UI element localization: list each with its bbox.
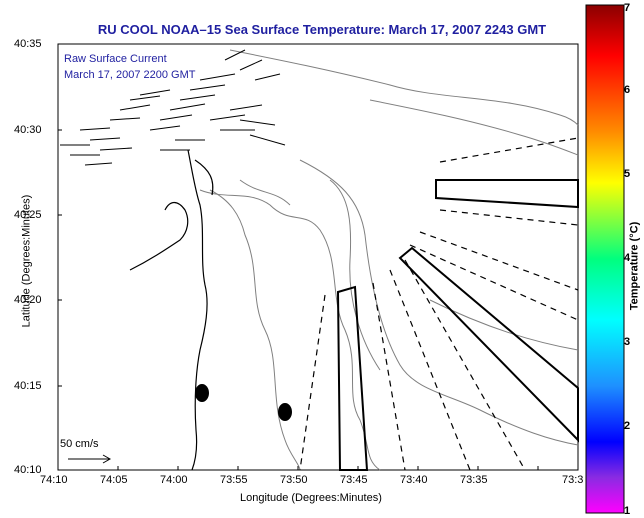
x-tick-6: 73:40 <box>400 474 428 486</box>
marker-ellipse-2 <box>278 403 292 421</box>
colorbar <box>585 4 625 514</box>
marker-ellipse-1 <box>195 384 209 402</box>
y-ticks <box>58 43 62 471</box>
legend-line2: March 17, 2007 2200 GMT <box>64 69 196 81</box>
y-tick-1: 40:30 <box>14 124 42 136</box>
scale-label: 50 cm/s <box>60 438 99 450</box>
x-tick-1: 74:05 <box>100 474 128 486</box>
coastline <box>129 149 214 471</box>
bathymetry-contours <box>199 49 579 471</box>
cbar-tick-5: 5 <box>624 168 631 180</box>
x-axis-label: Longitude (Degrees:Minutes) <box>240 492 382 504</box>
legend-line1: Raw Surface Current <box>64 53 167 65</box>
x-tick-5: 73:45 <box>340 474 368 486</box>
cbar-tick-2: 2 <box>624 420 631 432</box>
cbar-tick-1: 1 <box>624 505 631 517</box>
colorbar-label: Temperature (°C) <box>628 221 641 311</box>
x-tick-7: 73:35 <box>460 474 488 486</box>
cbar-tick-7: 7 <box>624 2 631 14</box>
x-tick-2: 74:00 <box>160 474 188 486</box>
scale-arrow <box>68 454 112 464</box>
x-tick-4: 73:50 <box>280 474 308 486</box>
page-title: RU COOL NOAA–15 Sea Surface Temperature:… <box>97 22 547 37</box>
dashed-lines <box>299 137 579 471</box>
y-tick-0: 40:35 <box>14 38 42 50</box>
y-tick-2: 40:25 <box>14 209 42 221</box>
cbar-tick-4: 4 <box>624 252 631 264</box>
x-tick-8: 73:3 <box>562 474 584 486</box>
plot-frame <box>57 43 579 471</box>
y-axis-label: Latitude (Degrees:Minutes) <box>20 194 33 328</box>
x-tick-3: 73:55 <box>220 474 248 486</box>
y-tick-4: 40:15 <box>14 380 42 392</box>
cbar-tick-6: 6 <box>624 84 631 96</box>
y-tick-3: 40:20 <box>14 294 42 306</box>
y-tick-5: 40:10 <box>14 464 42 476</box>
x-tick-0: 74:10 <box>40 474 68 486</box>
glider-tracks <box>336 179 579 471</box>
current-vectors <box>60 49 286 166</box>
cbar-tick-3: 3 <box>624 336 631 348</box>
